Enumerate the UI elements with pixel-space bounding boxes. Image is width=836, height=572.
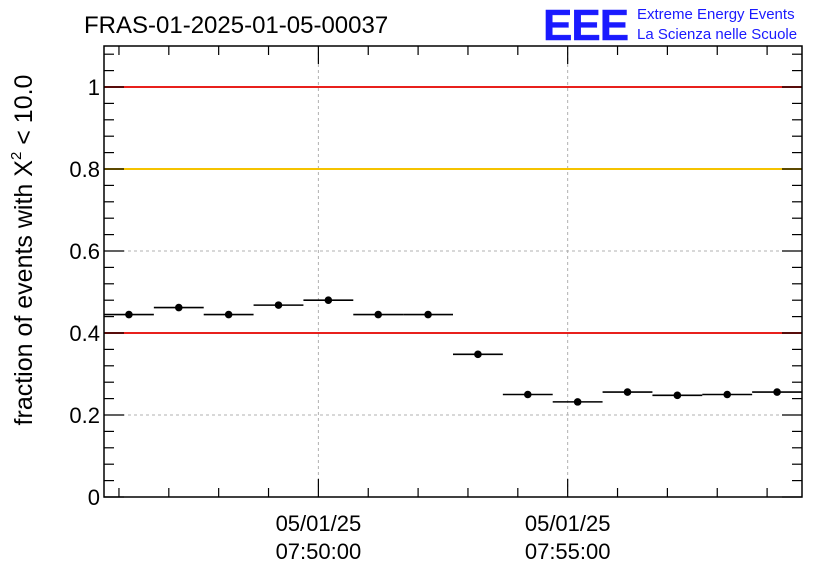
- chart-title: FRAS-01-2025-01-05-00037: [84, 12, 388, 39]
- data-points: [104, 296, 802, 406]
- reference-lines: [104, 86, 802, 334]
- x-tick-label-date: 05/01/25: [276, 511, 362, 536]
- y-tick-label: 1: [88, 75, 100, 100]
- y-tick-label: 0.4: [69, 321, 100, 346]
- data-point: [723, 390, 732, 399]
- data-point: [673, 391, 682, 400]
- x-tick-label-date: 05/01/25: [525, 511, 611, 536]
- data-point: [224, 310, 233, 319]
- y-tick-label: 0.2: [69, 403, 100, 428]
- logo-line1: Extreme Energy Events: [637, 6, 795, 23]
- y-axis-label: fraction of events with X2 < 10.0: [8, 75, 38, 426]
- data-point: [773, 388, 781, 396]
- data-point: [623, 388, 632, 396]
- data-point: [424, 310, 432, 319]
- logo-letters: EEE: [543, 1, 628, 50]
- x-tick-label-time: 07:50:00: [276, 539, 362, 564]
- logo-line2: La Scienza nelle Scuole: [637, 26, 797, 43]
- data-point: [573, 398, 582, 406]
- plot-frame: [103, 45, 803, 498]
- data-point: [274, 301, 283, 309]
- axes: 0 0.2 0.4 0.6 0.8 1 05/01/25 07:50:00 05/01/25 07…: [69, 45, 803, 564]
- y-tick-label: 0: [88, 485, 100, 510]
- y-tick-label: 0.8: [69, 157, 100, 182]
- x-tick-label-time: 07:55:00: [525, 539, 611, 564]
- data-point: [125, 310, 133, 319]
- data-point: [474, 350, 482, 359]
- eee-logo: EEE Extreme Energy Events La Scienza nel…: [543, 1, 797, 51]
- data-point: [374, 310, 383, 319]
- data-point: [523, 390, 532, 399]
- y-tick-label: 0.6: [69, 239, 100, 264]
- data-point: [324, 296, 333, 305]
- data-point: [174, 303, 183, 312]
